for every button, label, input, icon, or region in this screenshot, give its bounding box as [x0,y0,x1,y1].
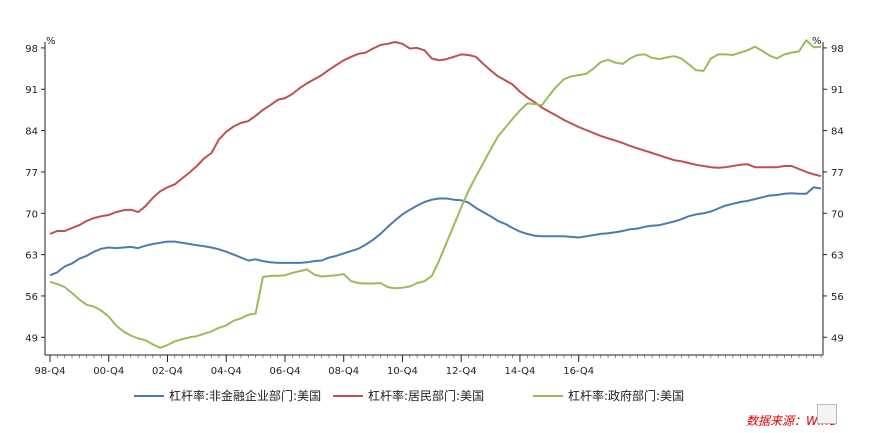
x-tick-label: 08-Q4 [328,366,359,377]
y-tick-label-left: 63 [25,251,38,262]
watermark-logo [817,404,837,424]
series-line-0 [49,186,822,277]
chart-ticks: 49 49 56 56 63 63 70 70 77 77 84 84 91 91 98 98 98-Q4 00-… [25,44,843,377]
y-tick-label-left: 49 [25,333,38,344]
y-tick-label-left: 91 [25,85,38,96]
y-tick-label-right: 91 [831,85,844,96]
y-tick-label-right: 84 [831,127,844,138]
y-tick-label-right: 63 [831,251,844,262]
y-tick-label-left: 56 [25,292,38,303]
x-tick-label: 14-Q4 [504,366,535,377]
legend-item-nonfinancial: 杠杆率:非金融企业部门:美国 [134,387,321,404]
x-tick-label: 10-Q4 [387,366,418,377]
x-tick-label: 98-Q4 [35,366,66,377]
x-tick-label: 16-Q4 [563,366,594,377]
y-tick-label-left: 98 [25,44,38,55]
y-tick-label-right: 70 [831,209,844,220]
series-line-1 [49,41,822,235]
y-tick-label-right: 49 [831,333,844,344]
y-tick-label-right: 98 [831,44,844,55]
legend-label-household: 杠杆率:居民部门:美国 [368,389,485,403]
chart-lines [49,39,822,349]
legend-swatch-government [533,394,563,397]
left-unit-label: % [46,36,56,47]
data-source-note: 数据来源：Wind [746,414,837,428]
y-tick-label-left: 77 [25,168,38,179]
legend-swatch-nonfinancial [134,394,164,397]
x-tick-label: 06-Q4 [270,366,301,377]
legend-item-government: 杠杆率:政府部门:美国 [533,387,684,404]
x-tick-label: 00-Q4 [93,366,124,377]
y-tick-label-left: 70 [25,209,38,220]
x-tick-label: 04-Q4 [211,366,242,377]
series-line-2 [49,39,822,349]
x-tick-label: 12-Q4 [446,366,477,377]
legend-label-nonfinancial: 杠杆率:非金融企业部门:美国 [169,389,322,403]
y-tick-label-right: 77 [831,168,844,179]
x-tick-label: 02-Q4 [152,366,183,377]
y-tick-label-right: 56 [831,292,844,303]
legend-swatch-household [333,394,363,397]
leverage-line-chart: 49 49 56 56 63 63 70 70 77 77 84 84 91 91 98 98 98-Q4 00-… [25,36,843,377]
y-tick-label-left: 84 [25,127,38,138]
legend-item-household: 杠杆率:居民部门:美国 [333,387,484,404]
chart-legend: 杠杆率:非金融企业部门:美国 杠杆率:居民部门:美国 杠杆率:政府部门:美国 [0,387,869,407]
legend-label-government: 杠杆率:政府部门:美国 [568,389,685,403]
right-unit-label: % [812,36,822,47]
